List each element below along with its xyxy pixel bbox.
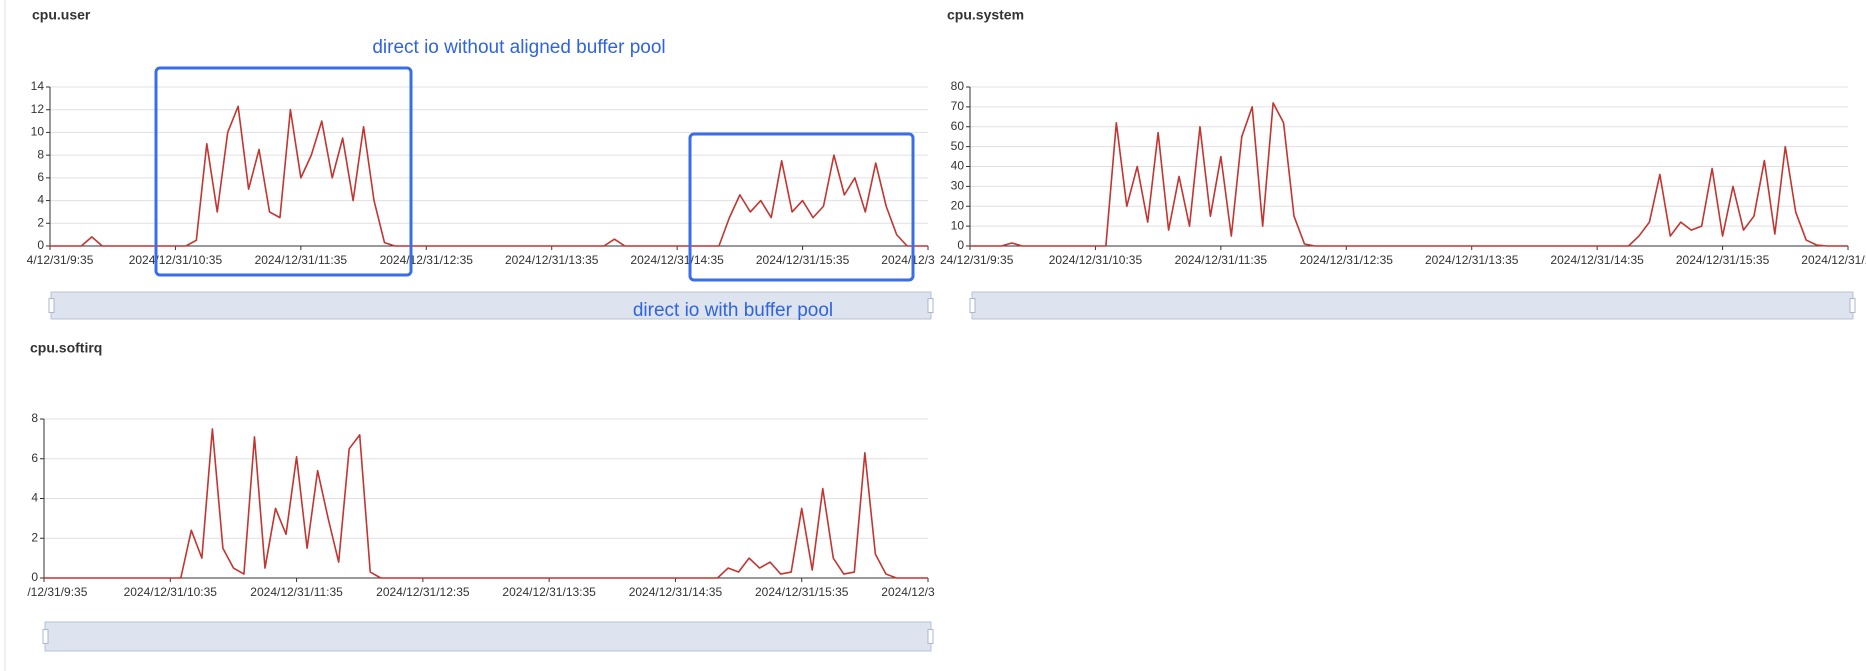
x-tick-label: 2024/12/31/9:35 — [7, 253, 94, 267]
chart-panel: cpu.system 0 10 20 30 40 50 60 70 80 2024/12/31/9:… — [927, 7, 1866, 320]
highlight-box — [154, 66, 413, 277]
y-tick-label: 40 — [951, 159, 965, 173]
y-tick-label: 6 — [37, 170, 44, 184]
x-tick-label: 2024/12/31/12:35 — [380, 253, 474, 267]
y-tick-label: 50 — [951, 139, 965, 153]
x-tick-label: 2024/12/31/10:35 — [124, 585, 218, 599]
y-tick-label: 0 — [37, 238, 44, 252]
x-tick-label: 2024/12/31/16:35 — [1801, 253, 1866, 267]
x-tick-label: 2024/12/31/12:35 — [376, 585, 470, 599]
y-tick-label: 60 — [951, 119, 965, 133]
data-line — [44, 428, 928, 579]
x-tick-label: 2024/12/31/16:35 — [881, 253, 975, 267]
x-tick-label: 2024/12/31/9:35 — [1, 585, 88, 599]
annotation: direct io without aligned buffer pool — [372, 37, 665, 58]
x-tick-label: 2024/12/31/11:35 — [1175, 253, 1268, 267]
y-tick-label: 12 — [31, 102, 45, 116]
chart-panel: cpu.user 0 2 4 6 8 10 12 14 2024/12/31/9:35 2024/1… — [7, 7, 975, 320]
y-tick-label: 20 — [951, 198, 965, 212]
chart-title: cpu.user — [32, 7, 91, 23]
chart-title: cpu.system — [947, 7, 1024, 23]
x-tick-label: 2024/12/31/10:35 — [129, 253, 223, 267]
y-tick-label: 4 — [37, 193, 44, 207]
y-tick-label: 30 — [951, 179, 965, 193]
chart-panel: cpu.softirq 0 2 4 6 8 2024/12/31/9:35 2024/12/3… — [1, 340, 975, 652]
x-tick-label: 2024/12/31/12:35 — [1300, 253, 1394, 267]
y-tick-label: 6 — [31, 451, 38, 465]
y-tick-label: 2 — [31, 530, 38, 544]
zoom-handle — [48, 298, 55, 313]
x-tick-label: 2024/12/31/11:35 — [255, 253, 348, 267]
x-tick-label: 2024/12/31/16:35 — [881, 585, 975, 599]
y-tick-label: 8 — [31, 411, 38, 425]
x-tick-label: 2024/12/31/13:35 — [505, 253, 599, 267]
y-tick-label: 14 — [31, 79, 45, 93]
x-tick-label: 2024/12/31/15:35 — [1676, 253, 1770, 267]
y-tick-label: 8 — [37, 147, 44, 161]
zoom-handle — [42, 629, 49, 644]
zoom-handle — [927, 298, 934, 313]
highlight-box — [688, 132, 915, 282]
x-tick-label: 2024/12/31/11:35 — [250, 585, 343, 599]
y-tick-label: 10 — [31, 125, 45, 139]
y-tick-label: 0 — [957, 238, 964, 252]
x-tick-label: 2024/12/31/15:35 — [756, 253, 850, 267]
x-tick-label: 2024/12/31/15:35 — [755, 585, 849, 599]
x-tick-label: 2024/12/31/14:35 — [630, 253, 724, 267]
zoom-handle — [1849, 298, 1856, 313]
annotation: direct io with buffer pool — [633, 300, 833, 321]
y-tick-label: 0 — [31, 570, 38, 584]
x-tick-label: 2024/12/31/9:35 — [927, 253, 1014, 267]
zoom-handle — [969, 298, 976, 313]
data-line — [50, 105, 928, 247]
x-tick-label: 2024/12/31/14:35 — [629, 585, 723, 599]
annotations: direct io without aligned buffer pool di… — [154, 37, 915, 321]
chart-title: cpu.softirq — [30, 340, 102, 356]
y-tick-label: 80 — [951, 79, 965, 93]
y-tick-label: 2 — [37, 215, 44, 229]
data-line — [970, 102, 1848, 247]
x-tick-label: 2024/12/31/14:35 — [1550, 253, 1644, 267]
y-tick-label: 10 — [951, 218, 965, 232]
y-tick-label: 4 — [31, 491, 38, 505]
zoom-slider — [50, 291, 932, 320]
zoom-slider — [44, 621, 932, 652]
x-tick-label: 2024/12/31/13:35 — [1425, 253, 1519, 267]
x-tick-label: 2024/12/31/13:35 — [502, 585, 596, 599]
zoom-slider — [971, 291, 1854, 320]
y-tick-label: 70 — [951, 99, 965, 113]
zoom-handle — [927, 629, 934, 644]
x-tick-label: 2024/12/31/10:35 — [1049, 253, 1143, 267]
